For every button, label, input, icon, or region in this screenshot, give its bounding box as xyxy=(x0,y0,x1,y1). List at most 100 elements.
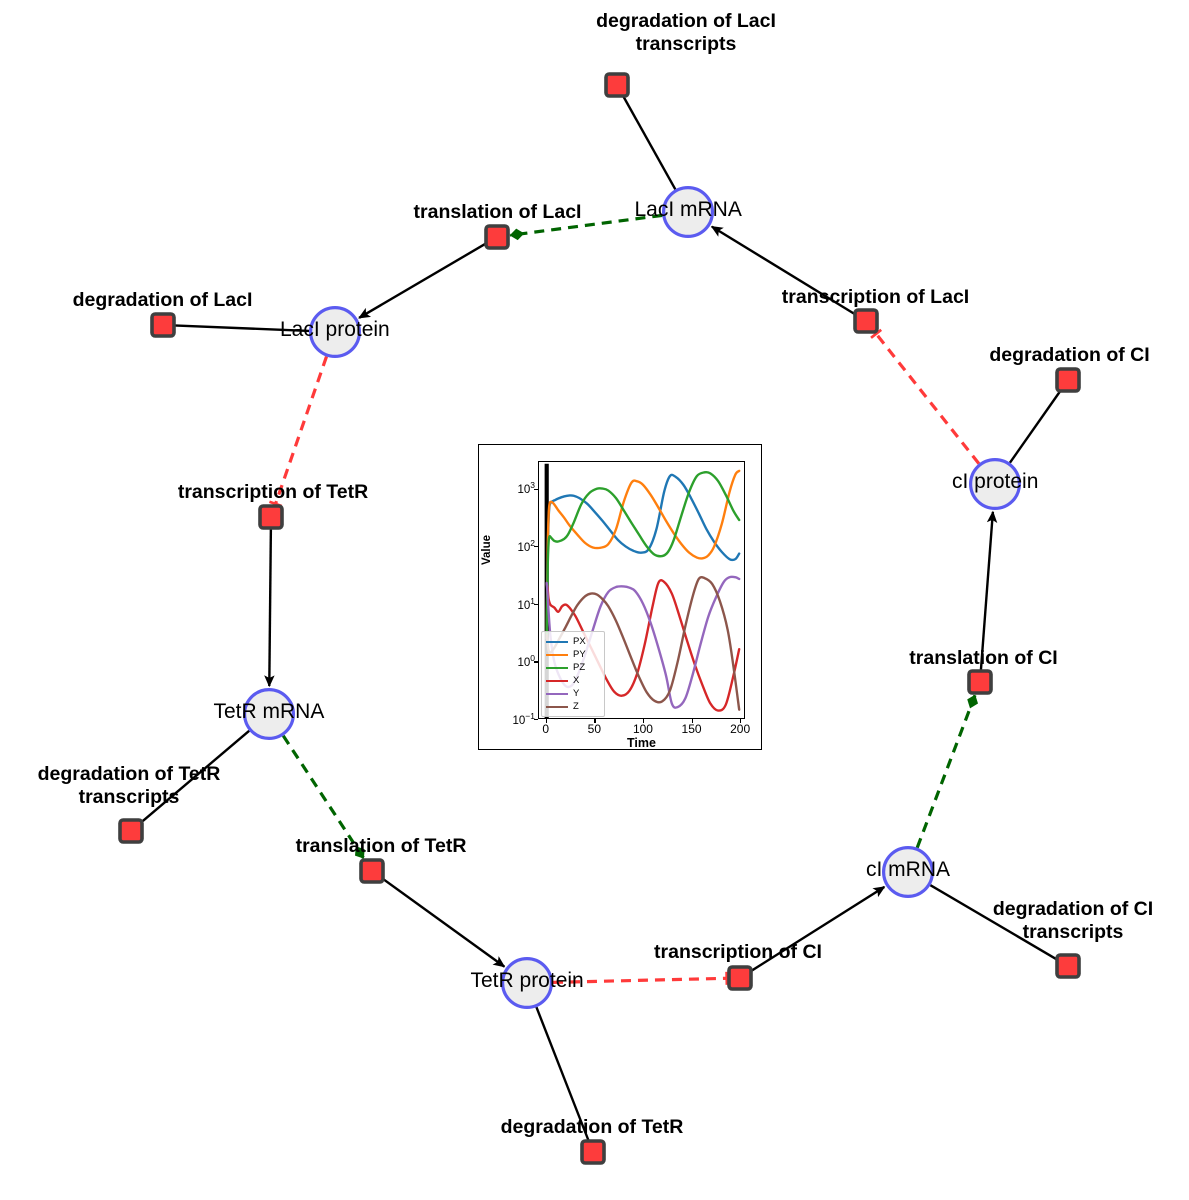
legend-item-PY: PY xyxy=(544,648,601,661)
reaction-label-translation_tetr: translation of TetR xyxy=(295,835,467,857)
species-label-laci_mrna: LacI mRNA xyxy=(634,198,742,221)
legend-label: X xyxy=(573,675,580,686)
y-tick-mark xyxy=(534,661,538,663)
reaction-node-transcription_laci[interactable] xyxy=(853,308,879,334)
y-tick-mark xyxy=(534,546,538,548)
edge-substrate xyxy=(622,95,677,190)
legend-item-PZ: PZ xyxy=(544,661,601,674)
edge-substrate xyxy=(141,729,250,823)
legend-item-PX: PX xyxy=(544,635,601,648)
y-tick-mark xyxy=(534,488,538,490)
edge-modifier xyxy=(509,213,663,241)
series-line-PX xyxy=(545,473,741,640)
legend-item-Z: Z xyxy=(544,700,601,713)
species-label-laci_protein: LacI protein xyxy=(280,318,390,341)
species-node-laci_protein[interactable] xyxy=(309,306,362,359)
timecourse-inset-plot: Value 10−1 100 101 102 103 0 50 100 150 200 PX PY… xyxy=(478,444,762,750)
edge-modifier xyxy=(281,734,366,860)
y-tick-label: 102 xyxy=(517,538,535,554)
reaction-node-deg_ci[interactable] xyxy=(1055,367,1081,393)
reaction-label-deg_laci_transcripts: degradation of LacI transcripts xyxy=(596,10,776,55)
edge-product xyxy=(979,510,998,672)
reaction-label-transcription_ci: transcription of CI xyxy=(654,941,822,963)
edge-substrate xyxy=(1008,390,1062,464)
legend-label: Y xyxy=(573,688,580,699)
reaction-label-deg_ci_transcripts: degradation of CI transcripts xyxy=(992,898,1154,943)
reaction-node-deg_laci[interactable] xyxy=(150,312,176,338)
edge-inhibitor xyxy=(268,356,329,508)
legend-label: PY xyxy=(573,649,586,660)
reaction-node-transcription_tetr[interactable] xyxy=(258,504,284,530)
species-node-laci_mrna[interactable] xyxy=(661,186,714,239)
y-tick-label: 103 xyxy=(517,480,535,497)
edge-product xyxy=(710,225,856,316)
legend-label: Z xyxy=(573,701,579,712)
edge-substrate xyxy=(173,324,310,333)
species-node-tetr_mrna[interactable] xyxy=(243,687,296,740)
series-line-PY xyxy=(545,469,741,640)
reaction-label-deg_ci: degradation of CI xyxy=(989,344,1150,366)
reaction-label-translation_ci: translation of CI xyxy=(909,647,1058,669)
reaction-label-deg_tetr: degradation of TetR xyxy=(500,1116,684,1138)
legend-swatch xyxy=(546,666,568,669)
edge-inhibitor xyxy=(552,971,729,985)
species-node-ci_mrna[interactable] xyxy=(881,845,934,898)
edge-product xyxy=(750,885,886,973)
reaction-node-translation_laci[interactable] xyxy=(484,224,510,250)
legend-label: PX xyxy=(573,636,586,647)
legend-swatch xyxy=(546,705,568,708)
reaction-node-transcription_ci[interactable] xyxy=(727,965,753,991)
reaction-label-translation_laci: translation of LacI xyxy=(413,201,582,223)
y-tick-label: 101 xyxy=(517,595,535,612)
edge-substrate xyxy=(929,884,1058,961)
edge-substrate xyxy=(535,1006,590,1142)
reaction-node-deg_tetr_transcripts[interactable] xyxy=(118,818,144,844)
edge-modifier xyxy=(915,694,979,849)
x-tick-label: 150 xyxy=(681,722,702,736)
y-tick-label: 100 xyxy=(517,653,535,670)
x-tick-label: 50 xyxy=(587,722,602,736)
y-tick-label: 10−1 xyxy=(512,711,536,727)
species-node-tetr_protein[interactable] xyxy=(501,956,554,1009)
edge-product xyxy=(358,242,487,319)
species-label-ci_mrna: cI mRNA xyxy=(866,858,950,881)
x-tick-label: 100 xyxy=(632,722,653,736)
series-line-PZ xyxy=(545,470,741,640)
y-tick-mark xyxy=(534,719,538,721)
legend-swatch xyxy=(546,692,568,695)
x-tick-mark xyxy=(545,719,548,723)
reaction-label-deg_laci: degradation of LacI xyxy=(72,289,253,311)
reaction-label-transcription_laci: transcription of LacI xyxy=(781,286,970,308)
legend-swatch xyxy=(546,679,568,682)
y-tick-mark xyxy=(534,603,538,605)
plot-legend: PX PY PZ X Y Z xyxy=(541,631,605,717)
reaction-label-transcription_tetr: transcription of TetR xyxy=(177,481,369,503)
x-tick-label: 0 xyxy=(542,722,550,736)
x-tick-label: 200 xyxy=(730,722,751,736)
legend-item-Y: Y xyxy=(544,687,601,700)
x-tick-mark xyxy=(643,719,645,723)
edge-inhibitor xyxy=(870,328,981,465)
reaction-node-translation_tetr[interactable] xyxy=(359,858,385,884)
legend-item-X: X xyxy=(544,674,601,687)
species-node-ci_protein[interactable] xyxy=(968,458,1021,511)
reaction-node-deg_ci_transcripts[interactable] xyxy=(1055,953,1081,979)
legend-swatch xyxy=(546,653,568,656)
reaction-node-deg_laci_transcripts[interactable] xyxy=(604,72,630,98)
x-tick-mark xyxy=(740,719,742,723)
species-label-ci_protein: cI protein xyxy=(952,470,1039,493)
reaction-node-deg_tetr[interactable] xyxy=(580,1139,606,1165)
species-label-tetr_mrna: TetR mRNA xyxy=(213,700,325,723)
reaction-label-deg_tetr_transcripts: degradation of TetR transcripts xyxy=(37,763,221,808)
plot-x-axis-label: Time xyxy=(627,736,656,750)
species-label-tetr_protein: TetR protein xyxy=(470,969,584,992)
edge-product xyxy=(264,527,275,688)
legend-swatch xyxy=(546,640,568,643)
x-tick-mark xyxy=(691,719,693,723)
x-tick-mark xyxy=(594,719,596,723)
reaction-node-translation_ci[interactable] xyxy=(967,669,993,695)
edge-product xyxy=(382,877,506,968)
series-line-X xyxy=(545,579,741,712)
